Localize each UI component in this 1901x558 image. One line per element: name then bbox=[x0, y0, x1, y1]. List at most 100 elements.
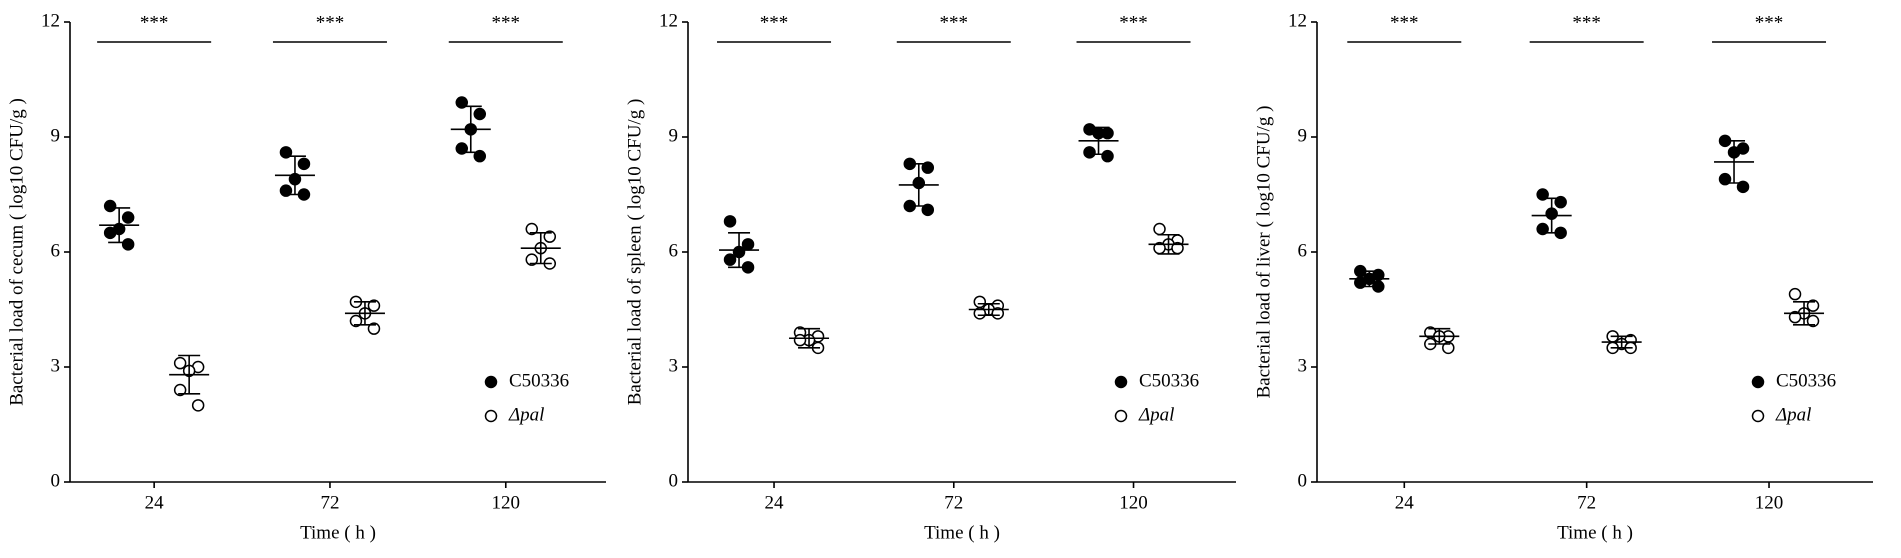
error-bar bbox=[1601, 335, 1642, 349]
data-point bbox=[921, 161, 935, 174]
y-tick-label: 3 bbox=[51, 355, 61, 376]
y-tick-label: 9 bbox=[669, 125, 679, 146]
y-tick-label: 0 bbox=[1298, 470, 1308, 491]
x-tick-label: 120 bbox=[1119, 492, 1148, 513]
data-point bbox=[1101, 149, 1114, 163]
error-bar bbox=[1349, 270, 1390, 288]
data-point bbox=[1554, 195, 1567, 209]
significance-label: *** bbox=[1119, 12, 1148, 33]
y-tick-label: 12 bbox=[659, 10, 678, 31]
significance-label: *** bbox=[940, 12, 969, 33]
legend-marker bbox=[484, 409, 498, 423]
significance-label: *** bbox=[140, 12, 169, 33]
data-point bbox=[473, 107, 487, 121]
data-point bbox=[1153, 222, 1166, 236]
error-bar bbox=[1784, 301, 1825, 326]
y-tick-label: 3 bbox=[1298, 355, 1308, 376]
y-tick-label: 0 bbox=[51, 470, 61, 491]
y-tick-label: 0 bbox=[669, 470, 679, 491]
y-tick-label: 12 bbox=[41, 10, 60, 31]
data-point bbox=[723, 215, 737, 228]
error-bar bbox=[169, 354, 210, 395]
x-tick-label: 24 bbox=[1395, 492, 1415, 513]
error-bar bbox=[344, 301, 385, 326]
error-bar bbox=[1531, 197, 1572, 234]
error-bar bbox=[719, 232, 760, 269]
significance-label: *** bbox=[760, 12, 789, 33]
data-point bbox=[1806, 299, 1820, 312]
legend-label: C50336 bbox=[509, 370, 569, 391]
data-point bbox=[1536, 188, 1549, 201]
y-axis-label: Bacterial load of cecum ( log10 CFU/g ) bbox=[6, 98, 27, 406]
significance-label: *** bbox=[316, 12, 345, 33]
legend-marker bbox=[1751, 409, 1765, 423]
y-tick-label: 6 bbox=[51, 240, 61, 261]
data-point bbox=[1736, 180, 1750, 194]
data-point bbox=[173, 383, 187, 397]
data-point bbox=[991, 307, 1005, 320]
data-point bbox=[1788, 310, 1802, 324]
data-point bbox=[921, 203, 935, 217]
legend-marker bbox=[1114, 375, 1128, 389]
data-point bbox=[173, 356, 187, 370]
significance-label: *** bbox=[1755, 12, 1784, 33]
error-bar bbox=[1714, 140, 1755, 184]
x-tick-label: 24 bbox=[765, 492, 785, 513]
x-axis-label: Time ( h ) bbox=[1557, 522, 1633, 543]
error-bar bbox=[274, 155, 315, 196]
data-point bbox=[1354, 276, 1367, 289]
data-point bbox=[741, 238, 755, 251]
error-bar bbox=[520, 232, 561, 265]
x-tick-label: 72 bbox=[320, 492, 339, 513]
data-point bbox=[103, 226, 117, 240]
error-bar bbox=[1148, 233, 1189, 255]
x-tick-label: 24 bbox=[145, 492, 165, 513]
y-axis-label: Bacterial load of spleen ( log10 CFU/g ) bbox=[624, 99, 645, 406]
legend-label: Δpal bbox=[1138, 404, 1174, 425]
x-tick-label: 120 bbox=[492, 492, 521, 513]
error-bar bbox=[898, 163, 939, 207]
x-axis-label: Time ( h ) bbox=[300, 522, 376, 543]
data-point bbox=[121, 238, 135, 251]
y-tick-label: 6 bbox=[669, 240, 679, 261]
error-bar bbox=[99, 207, 140, 244]
data-point bbox=[473, 149, 487, 163]
data-point bbox=[1718, 172, 1732, 186]
data-point bbox=[367, 322, 381, 335]
data-point bbox=[279, 146, 293, 159]
error-bar bbox=[1078, 126, 1119, 156]
y-axis-label: Bacterial load of liver ( log10 CFU/g ) bbox=[1253, 106, 1274, 399]
data-point bbox=[455, 96, 469, 109]
significance-label: *** bbox=[1390, 12, 1419, 33]
data-point bbox=[973, 307, 987, 320]
data-point bbox=[103, 199, 117, 213]
legend-label: Δpal bbox=[508, 404, 544, 425]
legend-marker bbox=[1751, 375, 1765, 389]
x-axis-label: Time ( h ) bbox=[924, 522, 1000, 543]
legend-label: C50336 bbox=[1139, 370, 1199, 391]
data-point bbox=[1806, 314, 1820, 328]
x-tick-label: 72 bbox=[1577, 492, 1596, 513]
significance-label: *** bbox=[492, 12, 521, 33]
data-point bbox=[121, 211, 135, 224]
x-tick-label: 72 bbox=[944, 492, 963, 513]
data-point bbox=[1442, 341, 1455, 355]
y-tick-label: 3 bbox=[669, 355, 679, 376]
x-tick-label: 120 bbox=[1755, 492, 1784, 513]
data-point bbox=[723, 253, 737, 266]
data-point bbox=[455, 142, 469, 155]
y-tick-label: 9 bbox=[51, 125, 61, 146]
data-point bbox=[349, 314, 363, 328]
y-tick-label: 6 bbox=[1298, 240, 1308, 261]
legend-label: Δpal bbox=[1775, 404, 1811, 425]
error-bar bbox=[968, 302, 1009, 317]
data-point bbox=[543, 230, 557, 243]
significance-label: *** bbox=[1572, 12, 1601, 33]
data-point bbox=[279, 184, 293, 197]
data-point bbox=[525, 253, 539, 266]
y-tick-label: 12 bbox=[1288, 10, 1307, 31]
data-point bbox=[973, 295, 987, 309]
data-point bbox=[1536, 222, 1549, 236]
error-bar bbox=[789, 327, 830, 349]
